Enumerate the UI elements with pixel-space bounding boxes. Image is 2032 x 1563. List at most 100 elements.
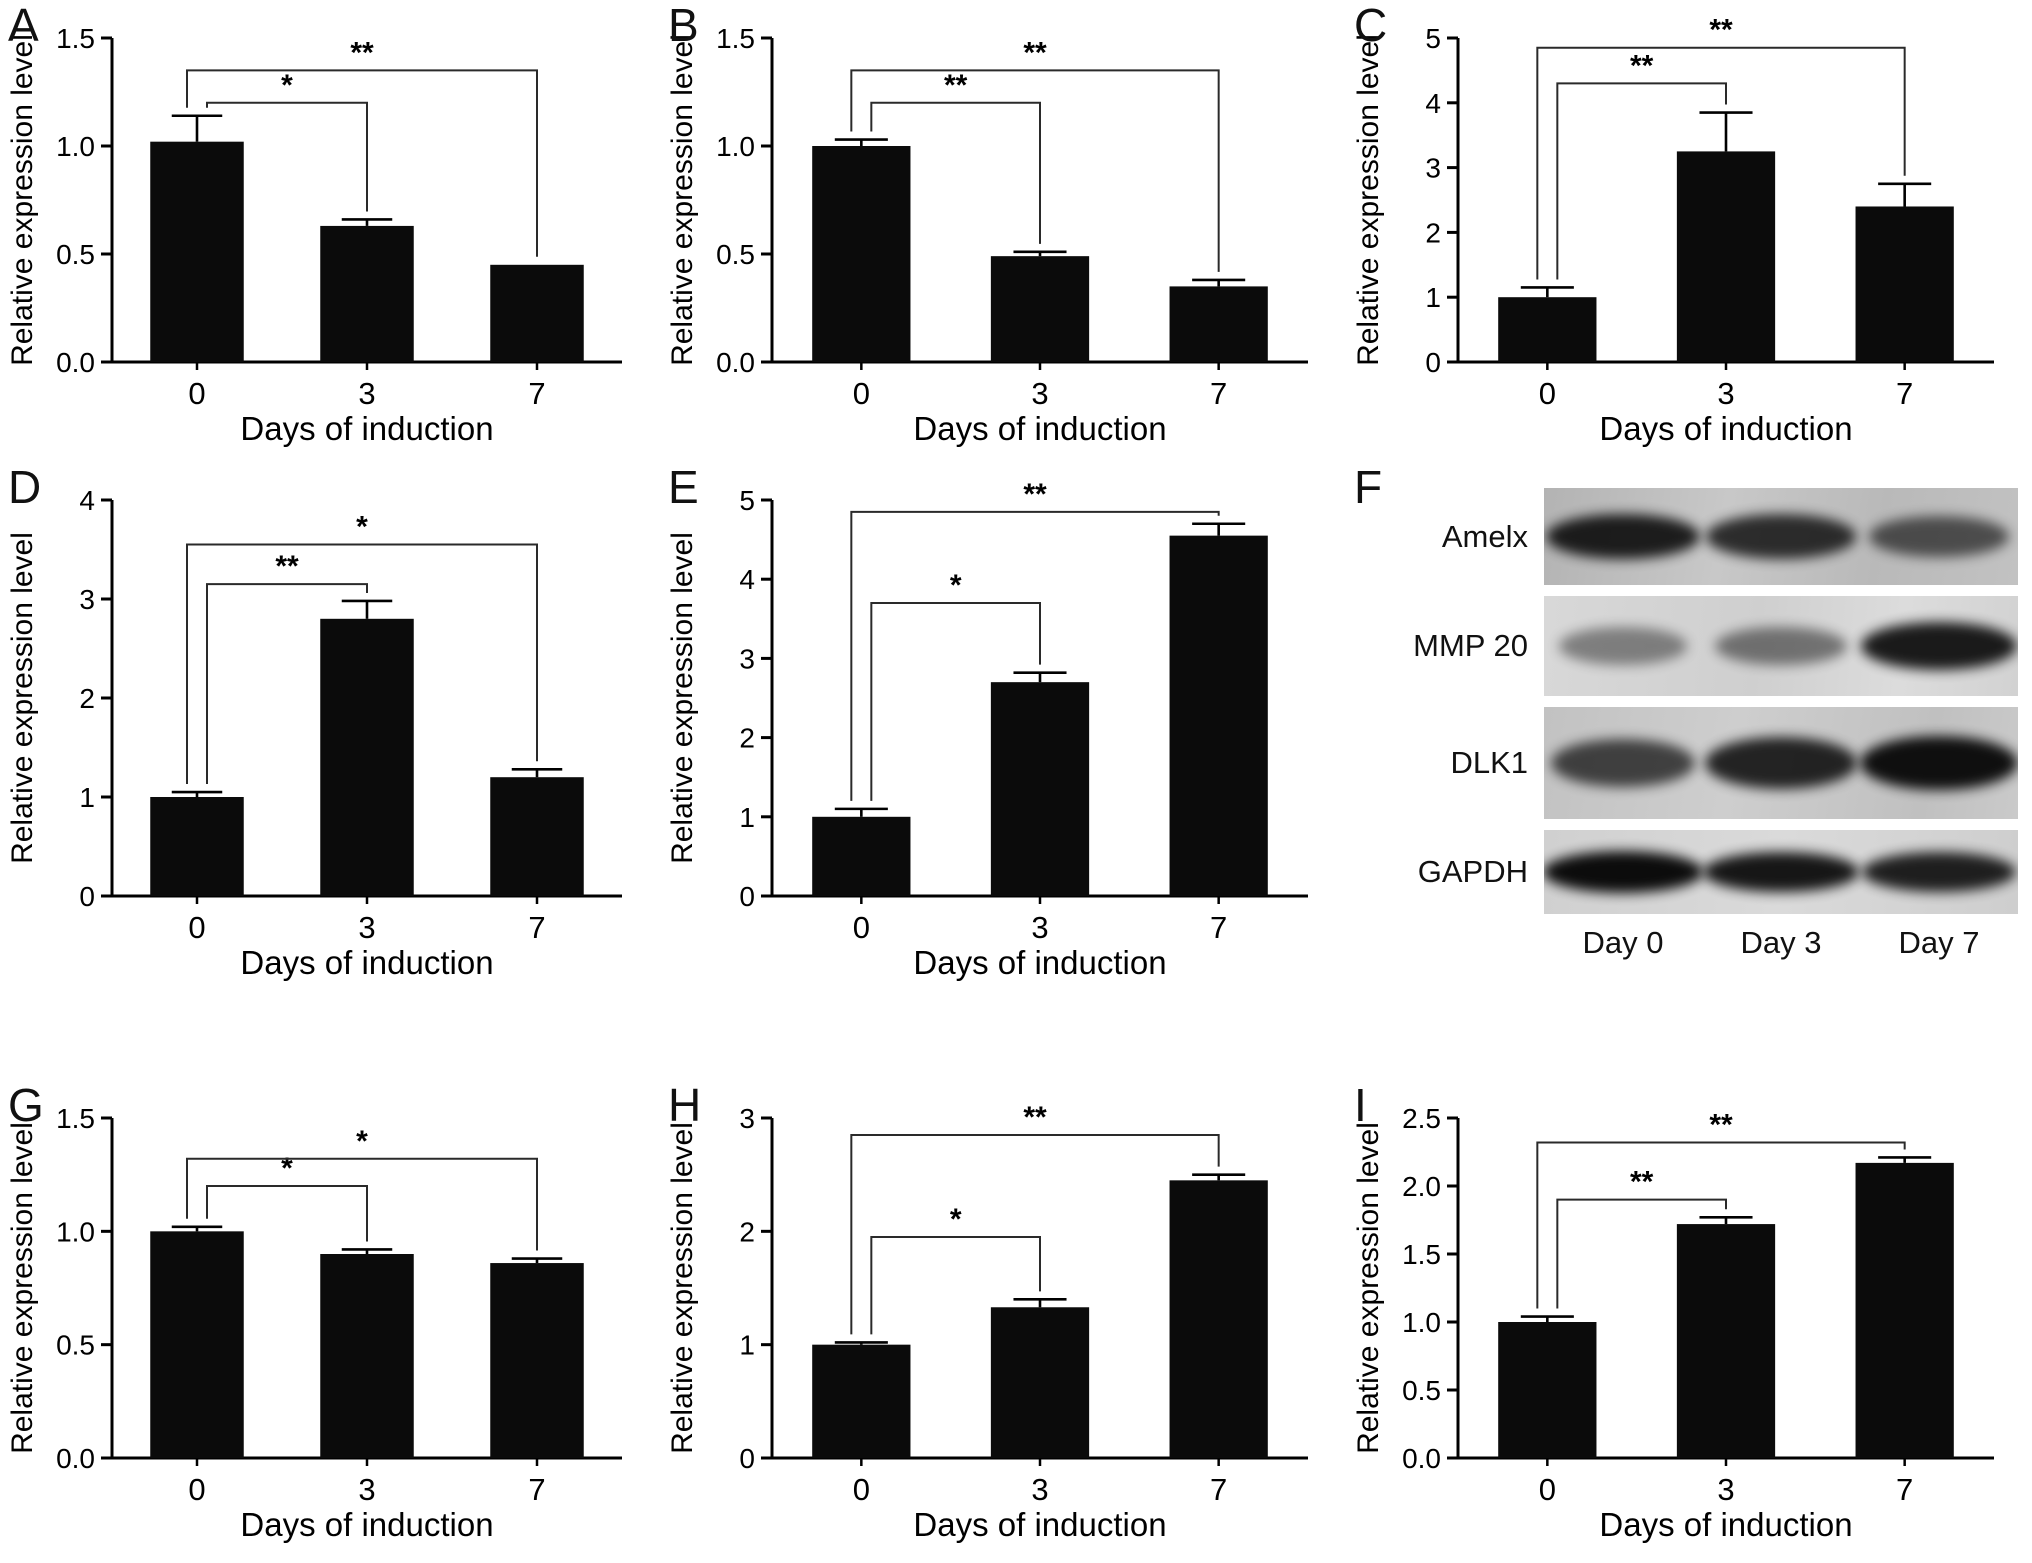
protein-band xyxy=(1704,736,1858,790)
bar-day-3 xyxy=(1676,151,1776,362)
panel-letter-F: F xyxy=(1354,461,1383,513)
y-tick-label: 1.0 xyxy=(56,1216,95,1247)
blot-row-label: DLK1 xyxy=(1450,745,1528,780)
significance-bracket xyxy=(186,69,538,257)
x-tick-label: 0 xyxy=(188,910,205,945)
lane-label: Day 7 xyxy=(1898,925,1980,960)
x-tick-label: 3 xyxy=(358,910,375,945)
bar-day-3 xyxy=(320,618,414,896)
y-tick-label: 2 xyxy=(79,683,95,714)
x-axis-title: Days of induction xyxy=(913,1506,1166,1543)
x-tick-label: 7 xyxy=(1210,1472,1227,1507)
bar-chart-C: 0 1 2 3 4 5 0 3 7 Days of induction Relative expre… xyxy=(1346,0,2024,462)
panel-A: A 0.0 0.5 1.0 1.5 0 3 7 Days of induction Relati… xyxy=(0,0,660,462)
y-tick-label: 3 xyxy=(739,643,755,674)
y-tick-label: 2 xyxy=(739,723,755,754)
bar-chart-E: 0 1 2 3 4 5 0 3 7 Days of induction Relative expre… xyxy=(660,462,1338,996)
x-axis-title: Days of induction xyxy=(240,1506,493,1543)
y-tick-label: 0.0 xyxy=(56,1443,95,1474)
bar-day-3 xyxy=(1676,1224,1776,1458)
protein-band xyxy=(1550,738,1696,788)
protein-band xyxy=(1861,852,2017,892)
bar-day-7 xyxy=(490,1263,584,1458)
y-tick-label: 1 xyxy=(739,802,755,833)
blot-strip xyxy=(1544,830,2018,914)
x-tick-label: 3 xyxy=(1031,376,1048,411)
bar-day-0 xyxy=(150,141,244,362)
y-tick-label: 0.5 xyxy=(56,1330,95,1361)
y-tick-label: 1.0 xyxy=(716,131,755,162)
y-tick-label: 1 xyxy=(79,782,95,813)
y-tick-label: 4 xyxy=(79,485,95,516)
panel-letter-A: A xyxy=(8,0,39,51)
chart-svg-H: 0 1 2 3 0 3 7 Days of induction Relative express… xyxy=(666,1101,1308,1543)
significance-bracket xyxy=(1536,1141,1906,1309)
bar-chart-B: 0.0 0.5 1.0 1.5 0 3 7 Days of induction Relative… xyxy=(660,0,1338,462)
bar-day-3 xyxy=(990,1307,1090,1458)
y-tick-label: 1.0 xyxy=(56,131,95,162)
y-tick-label: 0.0 xyxy=(1402,1443,1441,1474)
panel-G: G 0.0 0.5 1.0 1.5 0 3 7 Days of induction Relati… xyxy=(0,1080,660,1558)
panel-letter-G: G xyxy=(8,1079,44,1131)
bar-day-3 xyxy=(320,1254,414,1458)
x-tick-label: 0 xyxy=(1539,1472,1556,1507)
y-tick-label: 5 xyxy=(739,485,755,516)
y-tick-label: 1.5 xyxy=(716,23,755,54)
y-tick-label: 4 xyxy=(739,564,755,595)
y-tick-label: 0.5 xyxy=(716,239,755,270)
y-tick-label: 3 xyxy=(79,584,95,615)
bar-day-3 xyxy=(990,256,1090,362)
x-tick-label: 3 xyxy=(1717,1472,1734,1507)
significance-bracket xyxy=(206,1185,368,1242)
x-tick-label: 3 xyxy=(1031,1472,1048,1507)
significance-label: * xyxy=(281,1152,293,1185)
significance-bracket xyxy=(870,101,1041,244)
blot-row-label: GAPDH xyxy=(1417,854,1528,889)
y-tick-label: 0 xyxy=(1425,347,1441,378)
y-tick-label: 0.5 xyxy=(1402,1375,1441,1406)
significance-bracket xyxy=(1556,82,1727,280)
panel-F: F Amelx MMP 20 DLK1 GAPDH Day 0 Day 3 Day 7 xyxy=(1346,462,2032,1080)
significance-bracket xyxy=(186,543,538,785)
y-axis-title: Relative expression level xyxy=(666,34,699,366)
blot-strip xyxy=(1544,488,2018,585)
panel-letter-D: D xyxy=(8,461,42,513)
y-tick-label: 4 xyxy=(1425,88,1441,119)
protein-band xyxy=(1861,622,2017,670)
bar-chart-I: 0.0 0.5 1.0 1.5 2.0 2.5 0 3 7 Days of induction Re… xyxy=(1346,1080,2024,1558)
bar-chart-G: 0.0 0.5 1.0 1.5 0 3 7 Days of induction Relative… xyxy=(0,1080,652,1558)
bar-day-0 xyxy=(812,1344,911,1458)
significance-bracket xyxy=(186,1157,538,1251)
panel-letter-E: E xyxy=(668,461,699,513)
chart-svg-E: 0 1 2 3 4 5 0 3 7 Days of induction Relative expre… xyxy=(666,478,1308,981)
significance-label: * xyxy=(281,69,293,102)
bar-chart-H: 0 1 2 3 0 3 7 Days of induction Relative express… xyxy=(660,1080,1338,1558)
significance-label: ** xyxy=(1023,36,1047,69)
significance-bracket xyxy=(870,601,1041,801)
western-blot: Amelx MMP 20 DLK1 GAPDH Day 0 Day 3 Day 7 xyxy=(1392,488,2018,1072)
y-tick-label: 3 xyxy=(739,1103,755,1134)
significance-label: ** xyxy=(1709,1108,1733,1141)
panel-letter-I: I xyxy=(1354,1079,1367,1131)
protein-band xyxy=(1859,735,2018,791)
chart-svg-I: 0.0 0.5 1.0 1.5 2.0 2.5 0 3 7 Days of induction Re… xyxy=(1352,1103,1994,1543)
bar-day-0 xyxy=(812,146,911,362)
bar-chart-D: 0 1 2 3 4 0 3 7 Days of induction Relative expres… xyxy=(0,462,652,996)
panel-D: D 0 1 2 3 4 0 3 7 Days of induction Relative expr… xyxy=(0,462,660,1080)
panel-I: I 0.0 0.5 1.0 1.5 2.0 2.5 0 3 7 Days of induction… xyxy=(1346,1080,2032,1558)
y-tick-label: 0.0 xyxy=(56,347,95,378)
x-tick-label: 0 xyxy=(1539,376,1556,411)
x-tick-label: 7 xyxy=(528,910,545,945)
x-tick-label: 3 xyxy=(358,1472,375,1507)
bar-day-0 xyxy=(1498,297,1597,362)
bar-day-7 xyxy=(1169,1180,1268,1458)
x-tick-label: 7 xyxy=(1210,910,1227,945)
x-tick-label: 0 xyxy=(188,1472,205,1507)
blot-row-amelx: Amelx xyxy=(1392,488,2018,585)
panel-B: B 0.0 0.5 1.0 1.5 0 3 7 Days of induction Relati… xyxy=(660,0,1346,462)
blot-row-gapdh: GAPDH xyxy=(1392,830,2018,914)
chart-svg-B: 0.0 0.5 1.0 1.5 0 3 7 Days of induction Relative… xyxy=(666,23,1308,447)
x-tick-label: 7 xyxy=(1896,1472,1913,1507)
blot-strip xyxy=(1544,596,2018,696)
